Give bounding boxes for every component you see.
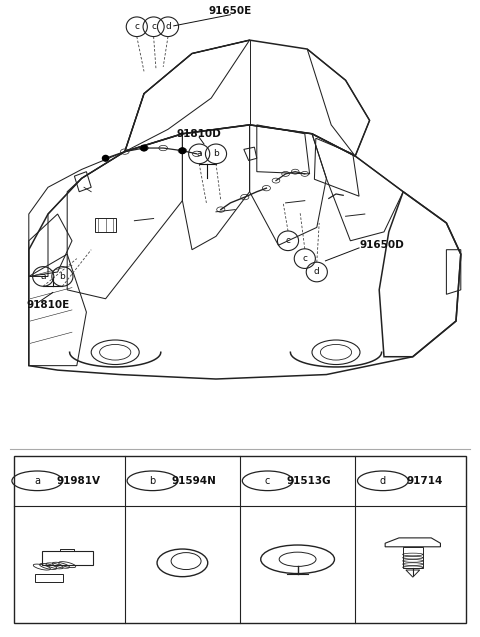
Text: a: a — [196, 149, 202, 159]
Text: c: c — [134, 22, 139, 31]
Text: b: b — [60, 272, 65, 281]
Circle shape — [102, 155, 109, 162]
Text: c: c — [286, 236, 290, 245]
Text: 91513G: 91513G — [287, 476, 331, 486]
Circle shape — [140, 145, 148, 152]
Text: d: d — [380, 476, 386, 486]
Text: 91810E: 91810E — [26, 301, 70, 310]
Text: 91981V: 91981V — [57, 476, 101, 486]
Text: d: d — [314, 268, 320, 276]
Text: 91594N: 91594N — [171, 476, 216, 486]
Bar — [42, 551, 93, 564]
Text: b: b — [149, 476, 156, 486]
Text: a: a — [40, 272, 46, 281]
Text: c: c — [302, 254, 307, 263]
Text: 91810D: 91810D — [177, 129, 222, 139]
Text: b: b — [213, 149, 219, 159]
Text: 91714: 91714 — [406, 476, 443, 486]
Text: 91650D: 91650D — [360, 240, 405, 250]
Bar — [95, 218, 117, 232]
Text: c: c — [151, 22, 156, 31]
Bar — [35, 575, 62, 582]
Circle shape — [179, 147, 186, 154]
Text: 91650E: 91650E — [209, 6, 252, 16]
Bar — [403, 547, 423, 568]
Text: c: c — [265, 476, 270, 486]
Text: d: d — [165, 22, 171, 31]
Text: a: a — [34, 476, 40, 486]
